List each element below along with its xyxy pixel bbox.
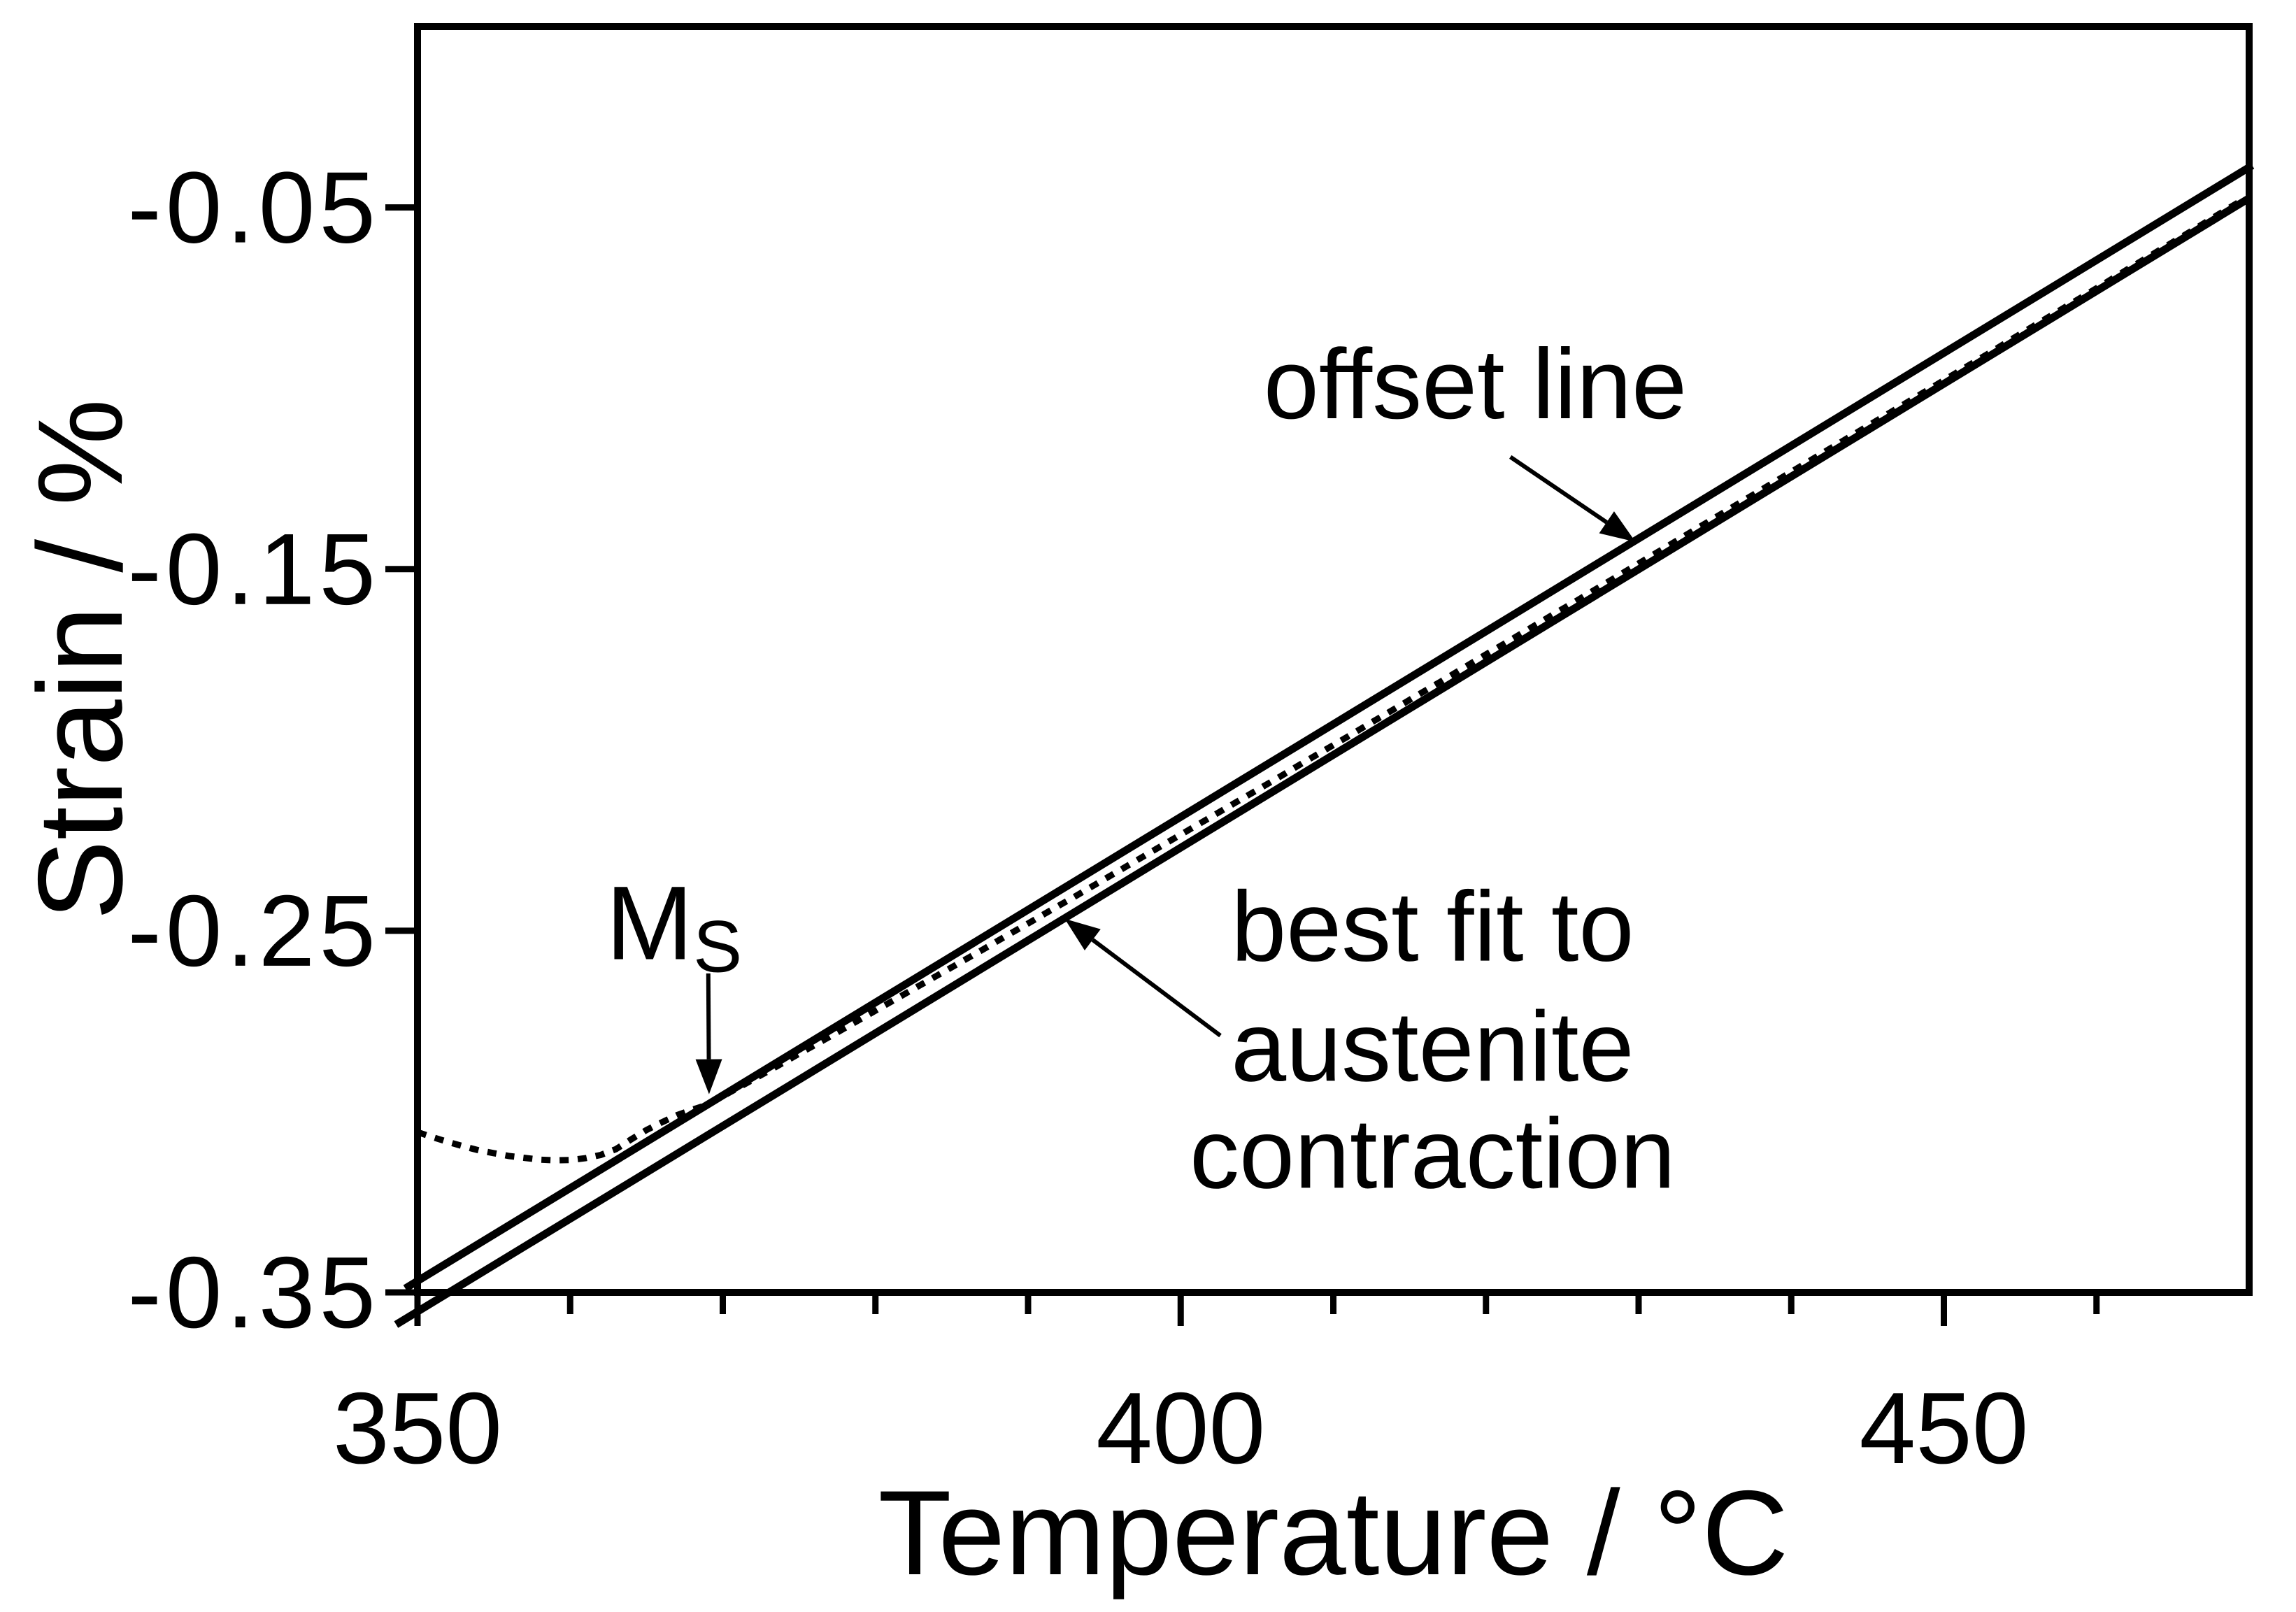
offset-line-arrow-shaft (1509, 455, 1608, 525)
y-axis-title: Strain / % (13, 399, 148, 920)
y-axis-tick-label: -0.05 (128, 151, 380, 264)
ms-label-main: M (606, 864, 693, 981)
annotation-bestfit-label-line3: contraction (1190, 1098, 1676, 1209)
x-axis-tick-label: 400 (1096, 1371, 1265, 1485)
x-axis-title: Temperature / °C (878, 1466, 1789, 1600)
y-axis-tick-label: -0.15 (128, 513, 380, 626)
x-axis-tick-label: 350 (333, 1371, 502, 1485)
ms-arrow-shaft (706, 973, 711, 1060)
x-axis-tick-label: 450 (1860, 1371, 2029, 1485)
best-fit-line (394, 194, 2253, 1328)
ms-label-subscript: S (693, 906, 742, 987)
bestfit-arrow-head (1064, 918, 1101, 950)
annotation-bestfit-label-line1: best fit to (1231, 871, 1634, 983)
annotation-ms-label: MS (606, 864, 742, 987)
annotation-bestfit-label-line2: austenite (1231, 991, 1634, 1102)
offset-line-arrow-head (1599, 511, 1636, 542)
bestfit-arrow-shaft (1091, 938, 1222, 1038)
y-axis-tick-label: -0.35 (128, 1236, 380, 1349)
y-axis-tick-label: -0.25 (128, 874, 380, 987)
annotation-offset-line-label: offset line (1264, 329, 1687, 440)
ms-arrow-head (695, 1059, 722, 1094)
offset-line (403, 162, 2255, 1292)
